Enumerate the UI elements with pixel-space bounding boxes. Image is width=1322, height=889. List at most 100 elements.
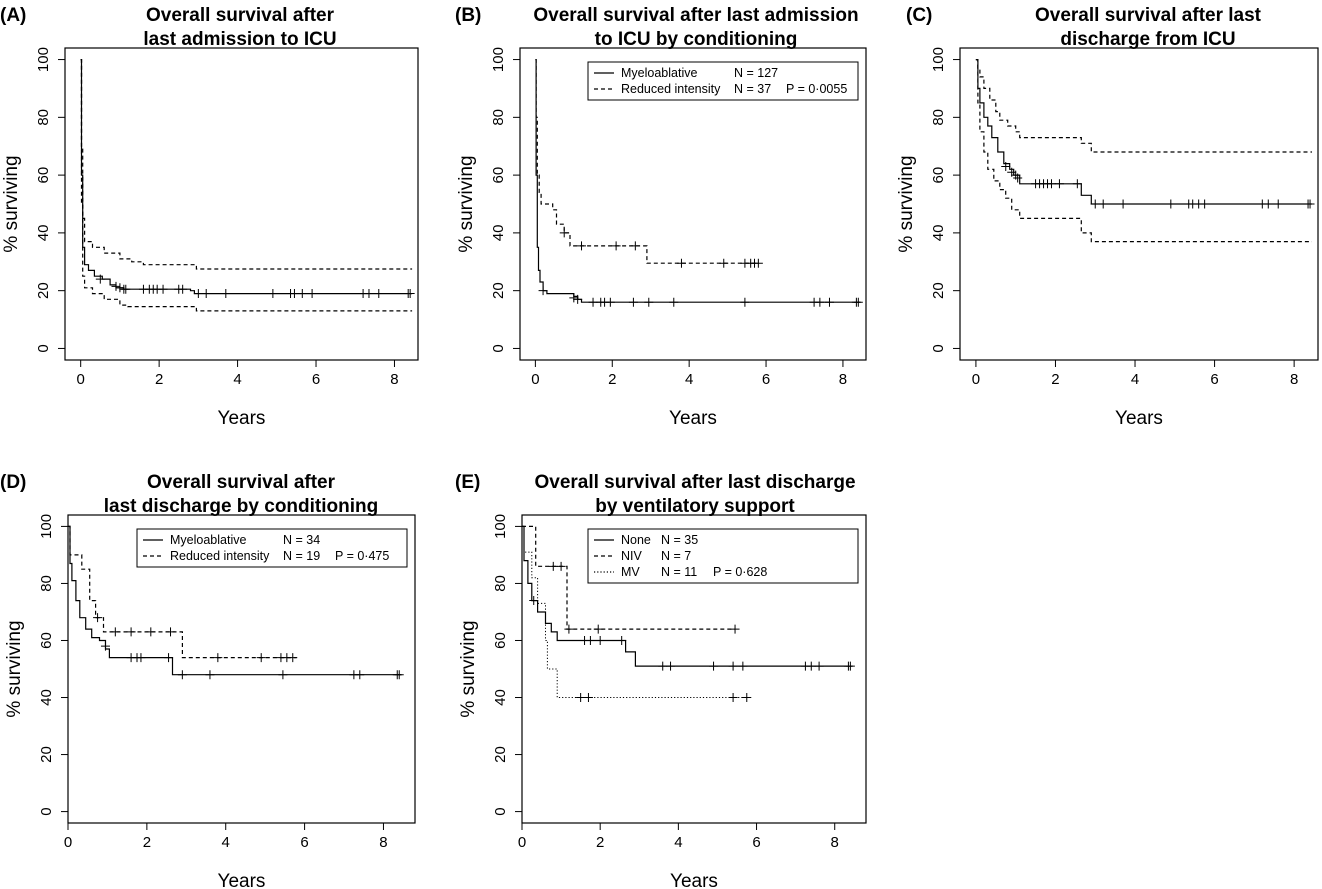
plot-frame: [64, 47, 419, 361]
censor-mark: [93, 613, 103, 623]
y-tick-label: 0: [38, 807, 55, 815]
y-tick-label: 100: [35, 47, 52, 72]
censor-mark: [1001, 161, 1011, 171]
y-tick-label: 100: [490, 47, 507, 72]
x-tick-label: 2: [155, 371, 163, 388]
censor-mark: [1200, 199, 1210, 209]
x-axis-label: Years: [669, 408, 717, 429]
y-tick-label: 100: [930, 47, 947, 72]
x-tick-label: 4: [1131, 371, 1139, 388]
censor-mark: [753, 258, 763, 268]
survival-curve-dotted: [522, 525, 749, 698]
x-tick-label: 0: [531, 371, 539, 388]
censor-mark: [256, 653, 266, 663]
censor-mark: [628, 297, 638, 307]
censor-mark: [1273, 199, 1283, 209]
censor-mark: [95, 274, 105, 284]
censor-mark: [177, 670, 187, 680]
plot-frame: [521, 514, 867, 824]
panel-1: (A) Overall survival after last admission …: [0, 5, 419, 429]
legend-p-value: P = 0·628: [713, 565, 767, 579]
legend-p-value: P = 0·475: [335, 549, 389, 563]
y-tick-label: 100: [492, 514, 509, 539]
censor-mark: [405, 289, 415, 299]
chart-title-line: Overall survival after last discharge: [534, 472, 855, 493]
y-axis-label: % surviving: [4, 620, 25, 717]
censor-mark: [630, 241, 640, 251]
censor-mark: [1013, 173, 1023, 183]
y-tick-label: 80: [930, 109, 947, 126]
censor-mark: [738, 661, 748, 671]
x-tick-label: 4: [674, 834, 682, 851]
y-tick-label: 40: [35, 225, 52, 242]
censor-mark: [1098, 199, 1108, 209]
panel-label: (B): [455, 5, 481, 26]
censor-mark: [100, 641, 110, 651]
legend-label: Reduced intensity: [170, 549, 270, 563]
plot-frame: [959, 47, 1319, 361]
legend-label: MV: [621, 565, 640, 579]
censor-mark: [1054, 179, 1064, 189]
x-tick-label: 0: [972, 371, 980, 388]
legend-label: NIV: [621, 549, 643, 563]
x-tick-label: 6: [1210, 371, 1218, 388]
legend-n: N = 37: [734, 82, 771, 96]
y-tick-label: 20: [930, 282, 947, 299]
plot-frame: [519, 47, 867, 361]
censor-mark: [728, 661, 738, 671]
survival-curve-solid: [975, 59, 1312, 205]
y-tick-label: 60: [930, 167, 947, 184]
legend-n: N = 7: [661, 549, 691, 563]
panel-3: (C) Overall survival after last discharge …: [896, 5, 1319, 429]
censor-mark: [307, 289, 317, 299]
y-tick-label: 0: [35, 344, 52, 352]
y-tick-label: 40: [490, 225, 507, 242]
censor-mark: [730, 624, 740, 634]
survival-curve-dashed: [975, 59, 1312, 153]
censor-mark: [529, 596, 539, 606]
censor-mark: [742, 693, 752, 703]
survival-curve-dashed: [975, 59, 1312, 243]
censor-mark: [178, 284, 188, 294]
censor-mark: [845, 661, 855, 671]
x-tick-label: 4: [222, 834, 230, 851]
panel-label: (C): [906, 5, 932, 26]
x-tick-label: 2: [596, 834, 604, 851]
y-tick-label: 60: [38, 632, 55, 649]
censor-mark: [617, 635, 627, 645]
censor-mark: [576, 693, 586, 703]
y-tick-label: 0: [492, 807, 509, 815]
censor-mark: [111, 281, 121, 291]
y-tick-label: 20: [35, 282, 52, 299]
chart-title-line: Overall survival after last: [1035, 5, 1262, 26]
x-tick-label: 6: [312, 371, 320, 388]
censor-mark: [364, 289, 374, 299]
censor-mark: [121, 284, 131, 294]
censor-mark: [559, 228, 569, 238]
survival-curve-dashed: [535, 59, 759, 264]
y-axis-label: % surviving: [456, 155, 477, 252]
x-tick-label: 8: [831, 834, 839, 851]
censor-mark: [585, 635, 595, 645]
y-tick-label: 20: [38, 746, 55, 763]
censor-mark: [146, 627, 156, 637]
legend-n: N = 35: [661, 533, 698, 547]
censor-mark: [573, 294, 583, 304]
censor-mark: [728, 693, 738, 703]
panel-2: (B) Overall survival after last admission…: [455, 5, 867, 429]
x-tick-label: 4: [233, 371, 241, 388]
y-tick-label: 60: [35, 167, 52, 184]
x-tick-label: 8: [390, 371, 398, 388]
x-tick-label: 6: [300, 834, 308, 851]
y-tick-label: 40: [38, 689, 55, 706]
censor-mark: [593, 624, 603, 634]
y-tick-label: 40: [492, 689, 509, 706]
x-tick-label: 8: [839, 371, 847, 388]
chart-title-line: Overall survival after: [146, 5, 335, 26]
y-tick-label: 80: [38, 575, 55, 592]
x-tick-label: 6: [752, 834, 760, 851]
x-axis-label: Years: [218, 871, 266, 889]
y-axis-label: % surviving: [1, 155, 22, 252]
y-tick-label: 20: [492, 746, 509, 763]
